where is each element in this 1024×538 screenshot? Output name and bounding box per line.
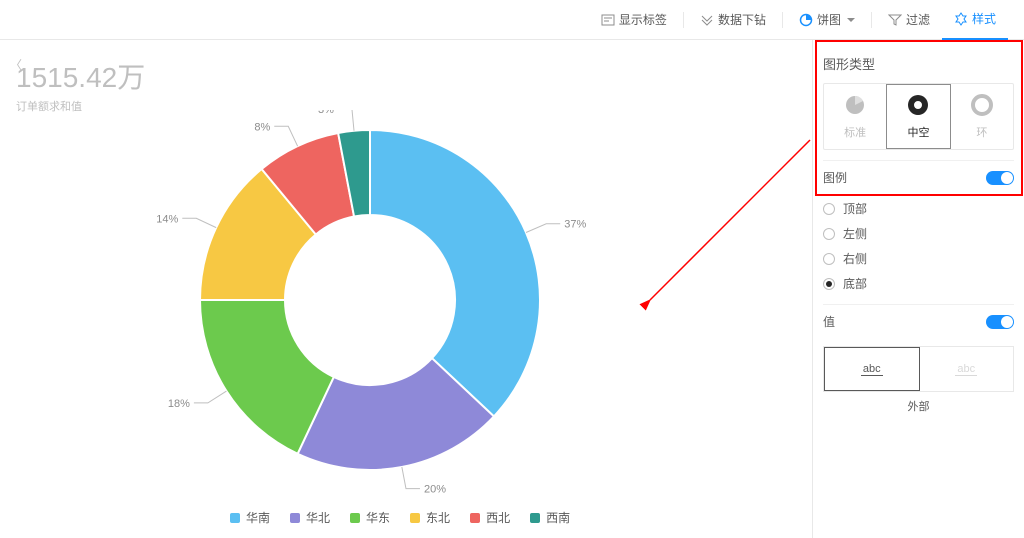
radio-label: 右侧	[843, 250, 867, 267]
value-title: 值	[823, 313, 835, 330]
legend-label: 东北	[426, 509, 450, 526]
radio-icon	[823, 253, 835, 265]
chart-type-selector: 标准 中空 环	[823, 83, 1014, 150]
legend-swatch	[290, 513, 300, 523]
value-opt-label: abc	[861, 363, 883, 376]
radio-icon	[823, 203, 835, 215]
legend-swatch	[470, 513, 480, 523]
shape-type-title: 图形类型	[823, 54, 1014, 73]
drilldown-toggle[interactable]: 数据下钻	[688, 0, 778, 40]
separator	[683, 12, 684, 28]
ring-icon	[970, 93, 994, 120]
legend-swatch	[530, 513, 540, 523]
donut-slice[interactable]	[370, 130, 540, 416]
slice-label: 3%	[318, 110, 334, 116]
slice-label: 20%	[424, 484, 446, 496]
legend-pos-right[interactable]: 右侧	[823, 246, 1014, 271]
chart-legend: 华南 华北 华东 东北 西北 西南	[230, 509, 570, 526]
legend-position-list: 顶部左侧右侧底部	[823, 194, 1014, 304]
legend-swatch	[230, 513, 240, 523]
legend-label: 西北	[486, 509, 510, 526]
leader-line	[194, 391, 227, 403]
top-toolbar: 显示标签 数据下钻 饼图 过滤 样式	[0, 0, 1024, 40]
legend-section-header: 图例	[823, 160, 1014, 194]
pie-icon	[799, 13, 813, 27]
standard-icon	[843, 93, 867, 120]
slice-label: 37%	[564, 219, 586, 231]
leader-line	[182, 218, 216, 227]
legend-item[interactable]: 西北	[470, 509, 510, 526]
leader-line	[526, 224, 560, 233]
total-value: 1515.42万	[16, 56, 796, 96]
legend-swatch	[410, 513, 420, 523]
legend-pos-left[interactable]: 左侧	[823, 221, 1014, 246]
leader-line	[402, 467, 420, 489]
legend-label: 华南	[246, 509, 270, 526]
filter-button[interactable]: 过滤	[876, 0, 942, 40]
slice-label: 14%	[156, 213, 178, 225]
chart-type-text: 饼图	[817, 11, 841, 28]
style-text: 样式	[972, 10, 996, 27]
chart-type-standard[interactable]: 标准	[824, 84, 886, 149]
leader-line	[338, 110, 354, 131]
label-icon	[601, 13, 615, 27]
separator	[782, 12, 783, 28]
legend-item[interactable]: 华南	[230, 509, 270, 526]
slice-label: 18%	[168, 398, 190, 410]
legend-item[interactable]: 华东	[350, 509, 390, 526]
separator	[871, 12, 872, 28]
drilldown-text: 数据下钻	[718, 11, 766, 28]
legend-toggle[interactable]	[986, 171, 1014, 185]
value-section-header: 值	[823, 304, 1014, 338]
value-opt-inside[interactable]: abc	[920, 347, 1014, 391]
legend-item[interactable]: 西南	[530, 509, 570, 526]
radio-label: 底部	[843, 275, 867, 292]
legend-item[interactable]: 华北	[290, 509, 330, 526]
chart-type-dropdown[interactable]: 饼图	[787, 0, 867, 40]
legend-swatch	[350, 513, 360, 523]
value-position-label: 外部	[823, 398, 1014, 414]
style-panel: 图形类型 标准 中空 环 图例 顶部左侧右侧底部 值 abc abc 外部	[812, 40, 1024, 538]
chart-type-hollow[interactable]: 中空	[886, 84, 950, 149]
show-label-text: 显示标签	[619, 11, 667, 28]
legend-label: 西南	[546, 509, 570, 526]
legend-label: 华北	[306, 509, 330, 526]
show-label-toggle[interactable]: 显示标签	[589, 0, 679, 40]
legend-pos-bottom[interactable]: 底部	[823, 271, 1014, 296]
filter-text: 过滤	[906, 11, 930, 28]
chart-type-ring[interactable]: 环	[951, 84, 1013, 149]
slice-label: 8%	[254, 121, 270, 133]
radio-icon	[823, 228, 835, 240]
value-toggle[interactable]	[986, 315, 1014, 329]
type-label: 环	[976, 124, 987, 140]
hollow-icon	[906, 93, 930, 120]
value-opt-outside[interactable]: abc	[824, 347, 920, 391]
radio-label: 左侧	[843, 225, 867, 242]
value-position-selector: abc abc	[823, 346, 1014, 392]
radio-label: 顶部	[843, 200, 867, 217]
drilldown-icon	[700, 13, 714, 27]
legend-pos-top[interactable]: 顶部	[823, 196, 1014, 221]
leader-line	[274, 126, 297, 146]
legend-title: 图例	[823, 169, 847, 186]
chart-canvas: 〈 1515.42万 订单额求和值 37%20%18%14%8%3% 华南华北华…	[0, 40, 812, 538]
donut-chart: 37% 20% 18% 14% 8% 3%	[150, 110, 590, 510]
legend-item[interactable]: 东北	[410, 509, 450, 526]
style-button[interactable]: 样式	[942, 0, 1008, 40]
type-label: 标准	[844, 124, 866, 140]
value-opt-label: abc	[955, 363, 977, 376]
chevron-down-icon	[847, 18, 855, 22]
main-area: 〈 1515.42万 订单额求和值 37%20%18%14%8%3% 华南华北华…	[0, 40, 1024, 538]
back-button[interactable]: 〈	[10, 56, 22, 73]
filter-icon	[888, 13, 902, 27]
type-label: 中空	[907, 124, 929, 140]
radio-icon	[823, 278, 835, 290]
style-icon	[954, 12, 968, 26]
legend-label: 华东	[366, 509, 390, 526]
